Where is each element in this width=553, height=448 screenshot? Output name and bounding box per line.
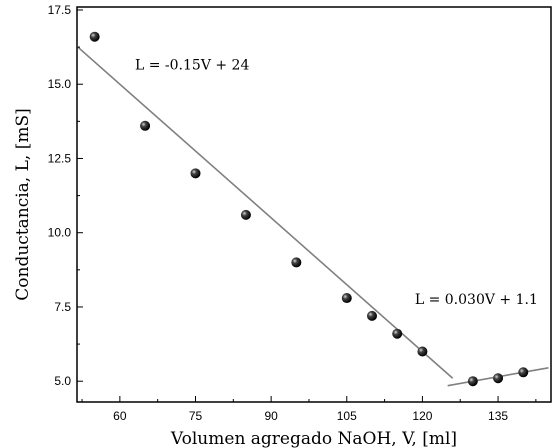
annotations: L = -0.15V + 24 L = 0.030V + 1.1 [135, 57, 538, 308]
data-point [493, 373, 504, 384]
data-point [392, 328, 403, 339]
data-point [417, 346, 428, 357]
y-axis-title: Conductancia, L, [mS] [13, 108, 33, 301]
y-tick-label: 7.5 [54, 300, 71, 314]
plot-area: L = -0.15V + 24 L = 0.030V + 1.1 [76, 6, 552, 403]
data-point [518, 367, 529, 378]
fit-equation-label: L = -0.15V + 24 [135, 57, 249, 73]
y-tick-label: 17.5 [48, 3, 72, 17]
x-tick-label: 105 [337, 409, 357, 423]
data-point [89, 31, 100, 42]
x-tick-label: 120 [412, 409, 432, 423]
y-tick-label: 15.0 [48, 77, 72, 91]
data-point [341, 293, 352, 304]
plot-frame [76, 6, 552, 403]
data-points [89, 31, 529, 387]
x-axis-title: Volumen agregado NaOH, V, [ml] [170, 429, 457, 448]
y-tick-label: 12.5 [48, 151, 72, 165]
fit-lines [77, 45, 549, 387]
data-point [291, 257, 302, 268]
data-point [240, 209, 251, 220]
data-point [140, 120, 151, 131]
x-tick-label: 75 [189, 409, 203, 423]
fit-equation-label: L = 0.030V + 1.1 [415, 292, 538, 308]
fit-line-1 [77, 45, 454, 379]
x-tick-label: 60 [113, 409, 127, 423]
x-tick-label: 135 [488, 409, 508, 423]
y-axis: 5.0 7.5 10.0 12.5 15.0 17.5 [48, 3, 83, 388]
data-point [366, 310, 377, 321]
y-tick-label: 5.0 [54, 374, 71, 388]
x-axis: 60 75 90 105 120 135 [81, 396, 537, 423]
x-tick-label: 90 [264, 409, 278, 423]
data-point [467, 376, 478, 387]
data-point [190, 168, 201, 179]
y-tick-label: 10.0 [48, 226, 72, 240]
